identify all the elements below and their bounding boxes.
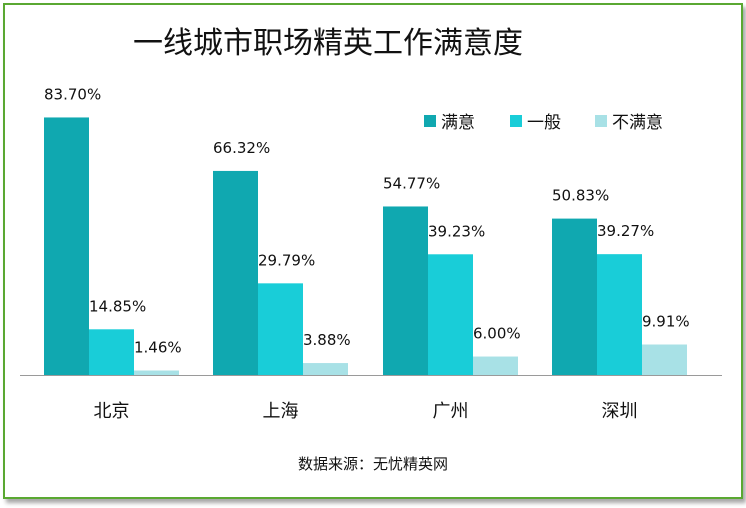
data-label-satisfied-guangzhou: 54.77%: [383, 174, 440, 192]
bar-unsatisfied-shanghai: [303, 363, 348, 375]
category-label-beijing: 北京: [94, 401, 130, 422]
legend-item-unsatisfied: 不满意: [595, 108, 663, 133]
category-label-shanghai: 上海: [263, 401, 299, 422]
data-label-satisfied-shenzhen: 50.83%: [552, 187, 609, 205]
data-label-neutral-guangzhou: 39.23%: [428, 222, 485, 240]
legend-item-satisfied: 满意: [424, 108, 475, 133]
data-label-unsatisfied-beijing: 1.46%: [134, 339, 182, 357]
data-label-neutral-beijing: 14.85%: [89, 297, 146, 315]
bar-neutral-shenzhen: [597, 254, 642, 375]
bar-satisfied-shenzhen: [552, 218, 597, 375]
data-source: 数据来源：无忧精英网: [297, 455, 448, 473]
legend-swatch-satisfied: [424, 114, 436, 127]
legend-item-neutral: 一般: [510, 108, 561, 133]
bar-satisfied-guangzhou: [383, 206, 428, 375]
bar-unsatisfied-guangzhou: [473, 356, 518, 375]
legend-swatch-unsatisfied: [595, 114, 607, 127]
data-label-unsatisfied-guangzhou: 6.00%: [473, 325, 521, 343]
data-label-satisfied-shanghai: 66.32%: [213, 139, 270, 157]
bar-neutral-guangzhou: [428, 254, 473, 375]
bar-satisfied-shanghai: [213, 170, 258, 375]
legend-swatch-neutral: [510, 114, 522, 127]
bar-unsatisfied-shenzhen: [642, 344, 687, 375]
legend-label-satisfied: 满意: [441, 113, 475, 133]
chart-frame: [3, 3, 743, 499]
legend-label-unsatisfied: 不满意: [612, 113, 663, 133]
data-label-unsatisfied-shanghai: 3.88%: [303, 331, 351, 349]
data-label-satisfied-beijing: 83.70%: [44, 85, 101, 103]
category-label-guangzhou: 广州: [433, 401, 469, 422]
data-label-unsatisfied-shenzhen: 9.91%: [642, 313, 690, 331]
legend-label-neutral: 一般: [527, 113, 561, 133]
bar-satisfied-beijing: [44, 117, 89, 375]
data-label-neutral-shenzhen: 39.27%: [597, 222, 654, 240]
data-label-neutral-shanghai: 29.79%: [258, 251, 315, 269]
bar-unsatisfied-beijing: [134, 370, 179, 375]
bar-neutral-shanghai: [258, 283, 303, 375]
chart-title: 一线城市职场精英工作满意度: [133, 26, 523, 61]
bar-neutral-beijing: [89, 329, 134, 375]
category-label-shenzhen: 深圳: [602, 401, 638, 422]
